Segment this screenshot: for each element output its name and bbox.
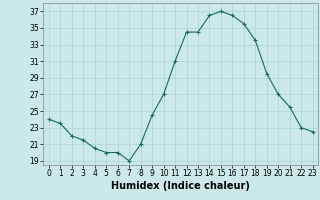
X-axis label: Humidex (Indice chaleur): Humidex (Indice chaleur): [111, 181, 250, 191]
